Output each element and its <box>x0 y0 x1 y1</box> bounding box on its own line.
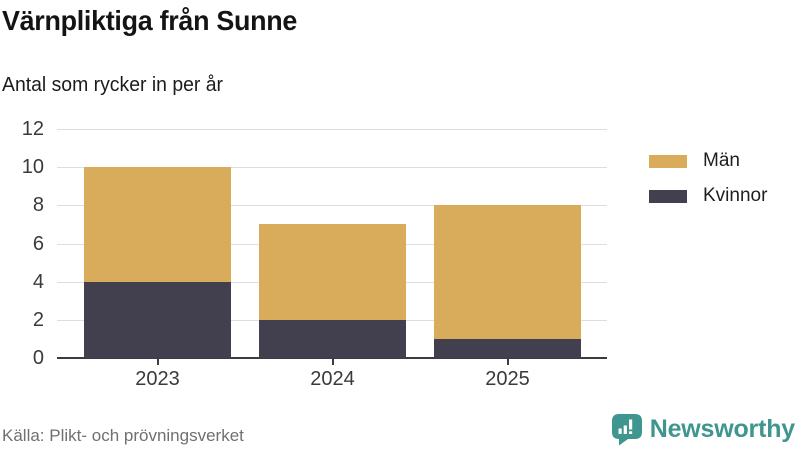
bar-chart-speech-bubble-icon <box>611 414 642 446</box>
legend-label-män: Män <box>703 150 740 171</box>
legend-item-kvinnor: Kvinnor <box>649 185 767 207</box>
legend-item-män: Män <box>649 150 767 172</box>
x-tick-label-2024: 2024 <box>310 368 355 390</box>
x-tick-2024 <box>331 359 334 365</box>
chart-subtitle: Antal som rycker in per år <box>2 74 224 96</box>
legend: Män Kvinnor <box>649 150 767 220</box>
y-tick-label-10: 10 <box>21 156 44 179</box>
bar-2023 <box>84 167 231 358</box>
bar-segment-2025-män <box>434 205 581 339</box>
x-tick-2025 <box>506 359 509 365</box>
legend-swatch-kvinnor <box>649 189 687 203</box>
gridline-y-10 <box>57 167 607 169</box>
y-tick-label-4: 4 <box>32 270 44 293</box>
x-tick-2023 <box>156 359 159 365</box>
bar-2025 <box>434 205 581 358</box>
bar-segment-2023-män <box>84 167 231 282</box>
bar-segment-2024-män <box>259 224 406 320</box>
bar-segment-2023-kvinnor <box>84 281 231 358</box>
legend-swatch-män <box>649 154 687 168</box>
bar-segment-2025-kvinnor <box>434 338 581 358</box>
y-tick-label-8: 8 <box>32 194 44 217</box>
y-tick-label-6: 6 <box>32 232 44 255</box>
bar-segment-2024-kvinnor <box>259 319 406 358</box>
brand-wordmark: Newsworthy <box>649 415 795 443</box>
x-tick-label-2023: 2023 <box>135 368 180 390</box>
legend-label-kvinnor: Kvinnor <box>703 185 768 206</box>
source-note: Källa: Plikt- och prövningsverket <box>2 426 244 445</box>
plot-area <box>57 129 607 359</box>
y-tick-label-12: 12 <box>21 118 44 140</box>
gridline-y-12 <box>57 129 607 130</box>
bar-2024 <box>259 224 406 358</box>
x-tick-label-2025: 2025 <box>485 368 530 390</box>
y-tick-label-0: 0 <box>32 347 44 369</box>
chart-title: Värnpliktiga från Sunne <box>2 5 298 36</box>
brand-logo: Newsworthy <box>611 414 795 446</box>
y-tick-label-2: 2 <box>32 308 44 331</box>
gridline-y-8 <box>57 205 607 207</box>
